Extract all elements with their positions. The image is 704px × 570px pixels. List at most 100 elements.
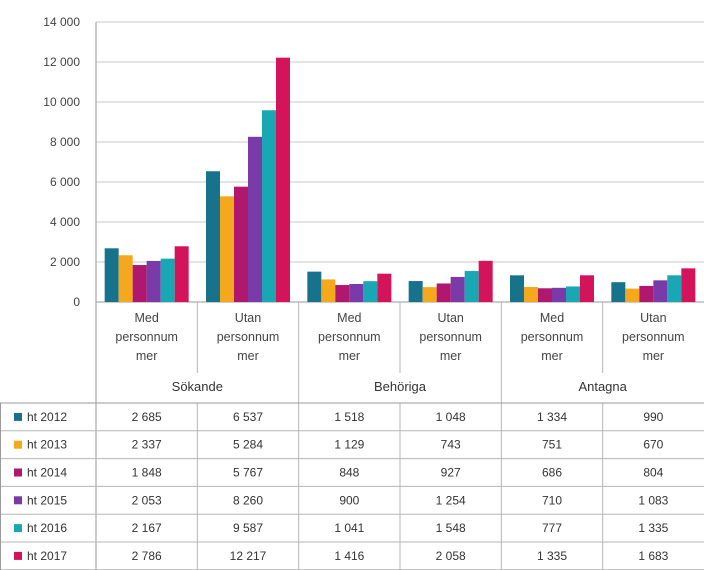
bar: [146, 260, 161, 302]
y-tick-label: 14 000: [43, 15, 80, 29]
bar: [422, 287, 437, 302]
table-cell-value: 927: [441, 466, 461, 480]
table-cell-value: 1 335: [537, 549, 567, 563]
bar: [408, 281, 423, 302]
table-cell-value: 6 537: [233, 410, 263, 424]
table-cell-value: 1 416: [334, 549, 364, 563]
table-cell-value: 1 683: [638, 549, 668, 563]
bar: [262, 110, 276, 302]
table-cell-value: 1 848: [132, 466, 162, 480]
group-label: Behöriga: [374, 379, 427, 394]
category-label: mer: [440, 349, 462, 363]
table-cell-value: 848: [339, 466, 359, 480]
legend-label: ht 2017: [27, 549, 67, 563]
table-cell-value: 2 337: [132, 438, 162, 452]
y-tick-label: 0: [73, 295, 80, 309]
legend-swatch: [14, 440, 22, 449]
table-cell-value: 1 548: [436, 521, 466, 535]
bar: [276, 57, 290, 302]
bar: [653, 280, 668, 302]
bar: [580, 275, 594, 302]
legend-swatch: [14, 551, 22, 560]
table-cell-value: 743: [441, 438, 461, 452]
group-label: Antagna: [578, 379, 627, 394]
category-label: Utan: [235, 311, 261, 325]
table-cell-value: 710: [542, 493, 562, 507]
bar: [363, 281, 378, 302]
table-cell-value: 804: [643, 466, 663, 480]
category-label: Med: [135, 311, 159, 325]
table-cell-value: 1 254: [436, 493, 466, 507]
table-cell-value: 2 167: [132, 521, 162, 535]
bar: [524, 286, 538, 302]
category-label: mer: [237, 349, 259, 363]
table-cell-value: 1 129: [334, 438, 364, 452]
category-label: mer: [541, 349, 563, 363]
table-cell-value: 2 685: [132, 410, 162, 424]
bar: [206, 171, 220, 302]
bar: [667, 275, 682, 302]
bar: [248, 136, 262, 302]
bar: [639, 285, 654, 302]
y-tick-label: 2 000: [50, 255, 80, 269]
bar: [377, 273, 392, 302]
bar: [132, 265, 147, 302]
bar: [307, 271, 322, 302]
table-cell-value: 1 048: [436, 410, 466, 424]
bar: [510, 275, 524, 302]
legend-swatch: [14, 468, 22, 477]
bar: [349, 284, 364, 302]
bar: [234, 186, 248, 302]
table-cell-value: 1 518: [334, 410, 364, 424]
category-label: mer: [136, 349, 158, 363]
table-cell-value: 686: [542, 466, 562, 480]
table-cell-value: 9 587: [233, 521, 263, 535]
table-cell-value: 777: [542, 521, 562, 535]
table-cell-value: 12 217: [230, 549, 267, 563]
category-label: personnum: [217, 330, 280, 344]
bar: [335, 285, 350, 302]
table-cell-value: 2 053: [132, 493, 162, 507]
table-cell-value: 670: [643, 438, 663, 452]
table-cell-value: 5 284: [233, 438, 263, 452]
legend-label: ht 2013: [27, 438, 67, 452]
table-cell-value: 1 335: [638, 521, 668, 535]
category-label: personnum: [318, 330, 381, 344]
category-label: personnum: [521, 330, 584, 344]
bar: [538, 288, 552, 302]
table-cell-value: 1 041: [334, 521, 364, 535]
group-label: Sökande: [172, 379, 223, 394]
bar: [552, 287, 566, 302]
category-label: personnum: [115, 330, 178, 344]
table-cell-value: 1 083: [638, 493, 668, 507]
category-label: personnum: [419, 330, 482, 344]
bar: [174, 246, 189, 302]
legend-label: ht 2012: [27, 410, 67, 424]
legend-label: ht 2016: [27, 521, 67, 535]
legend-swatch: [14, 412, 22, 421]
category-label: mer: [643, 349, 665, 363]
table-cell-value: 751: [542, 438, 562, 452]
category-label: Med: [337, 311, 361, 325]
y-tick-label: 10 000: [43, 95, 80, 109]
legend-label: ht 2015: [27, 493, 67, 507]
bar: [220, 196, 234, 302]
bar: [118, 255, 133, 302]
legend-swatch: [14, 496, 22, 505]
legend-label: ht 2014: [27, 466, 67, 480]
bar: [611, 282, 626, 302]
y-tick-label: 8 000: [50, 135, 80, 149]
bar: [625, 288, 640, 302]
category-label: personnum: [622, 330, 685, 344]
bar: [450, 276, 465, 302]
bar: [464, 271, 479, 302]
y-tick-label: 12 000: [43, 55, 80, 69]
table-cell-value: 900: [339, 493, 359, 507]
category-label: mer: [339, 349, 361, 363]
bar: [478, 260, 493, 302]
category-label: Utan: [640, 311, 666, 325]
bar: [681, 268, 696, 302]
table-cell-value: 990: [643, 410, 663, 424]
table-cell-value: 2 058: [436, 549, 466, 563]
